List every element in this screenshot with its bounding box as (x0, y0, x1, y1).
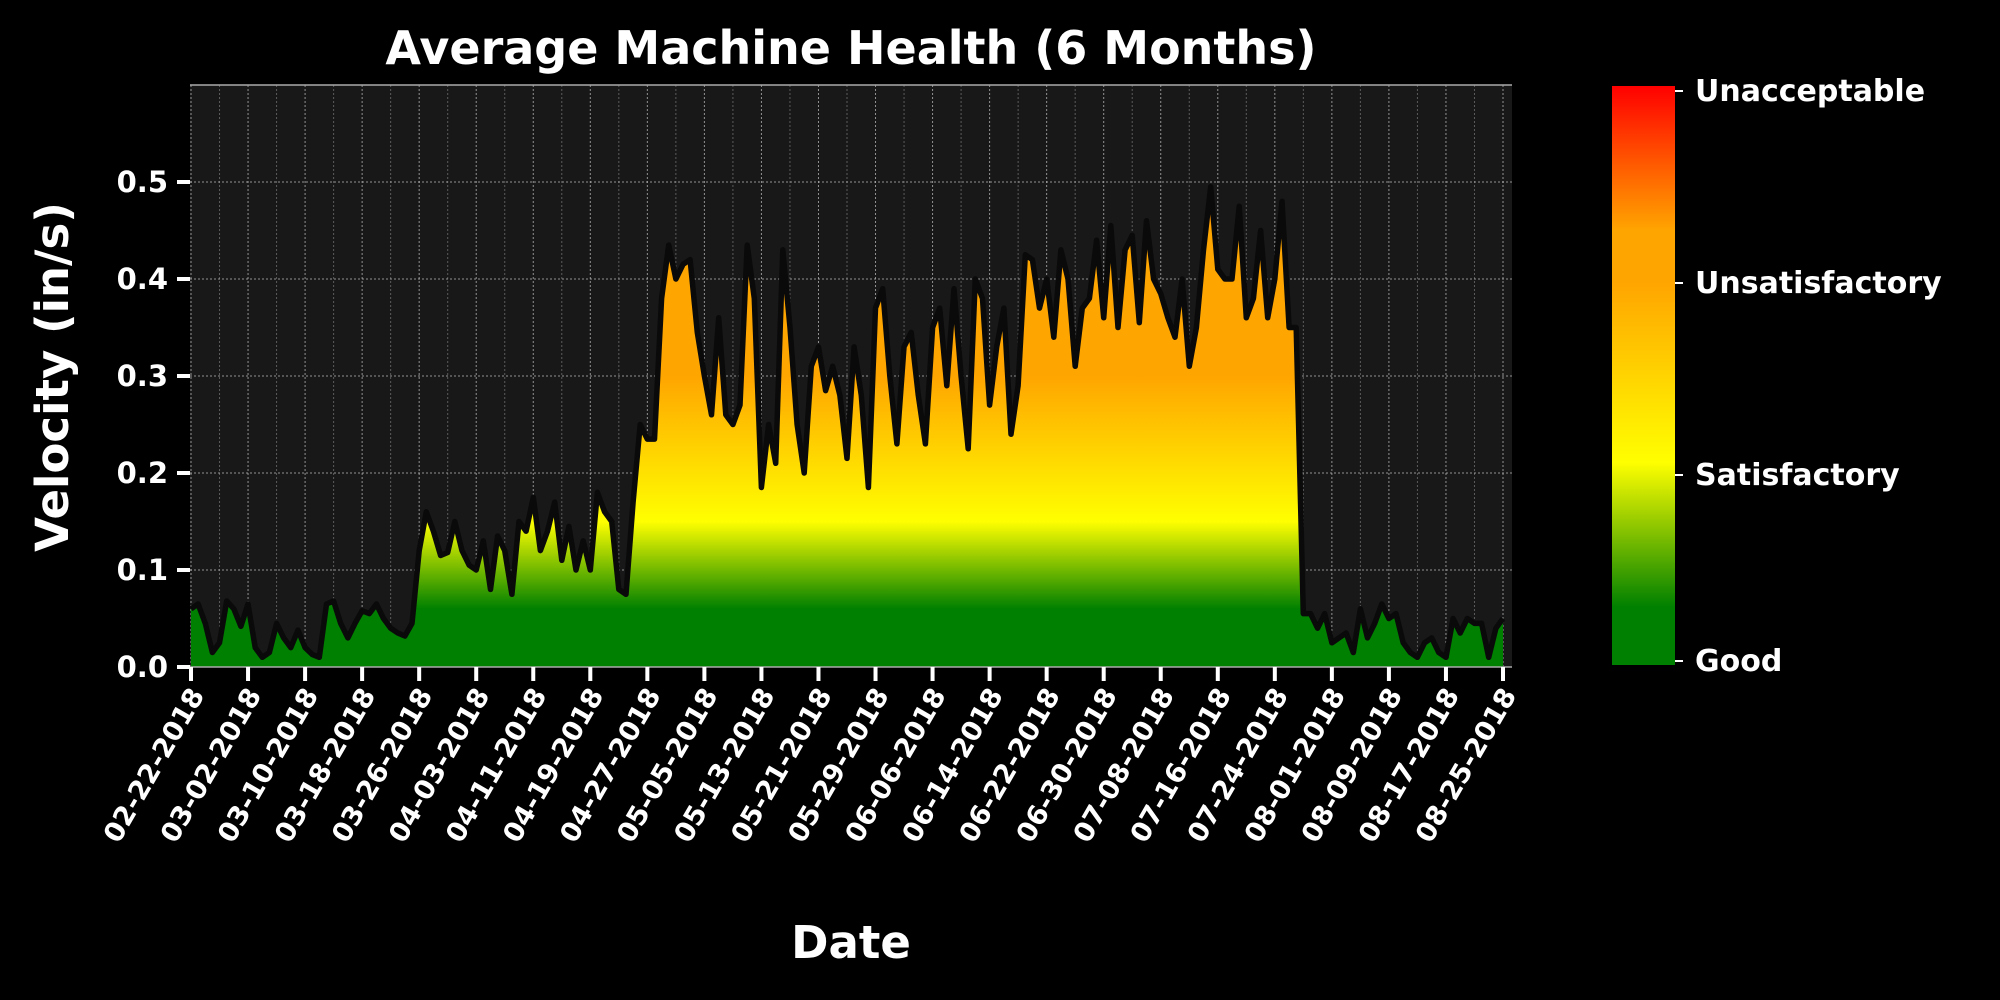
y-tick-label: 0.3 (117, 359, 168, 393)
y-tick-label: 0.0 (117, 650, 168, 684)
axes (190, 84, 1512, 668)
colorbar: Unacceptable Unsatisfactory Satisfactory Go… (1612, 74, 1942, 679)
y-tick-label: 0.5 (117, 165, 168, 199)
chart-title: Average Machine Health (6 Months) (385, 21, 1316, 75)
colorbar-gradient (1612, 86, 1675, 665)
y-axis-label: Velocity (in/s) (26, 202, 79, 552)
y-tick-label: 0.1 (117, 553, 168, 587)
colorbar-label: Good (1695, 644, 1782, 679)
colorbar-label: Unacceptable (1695, 74, 1925, 109)
area-layer (189, 184, 1506, 668)
colorbar-label: Unsatisfactory (1695, 266, 1942, 301)
y-tick-label: 0.4 (117, 262, 168, 296)
x-axis-label: Date (791, 916, 911, 969)
y-tick-label: 0.2 (117, 456, 168, 490)
colorbar-label: Satisfactory (1695, 458, 1900, 493)
series-line (189, 184, 1506, 661)
